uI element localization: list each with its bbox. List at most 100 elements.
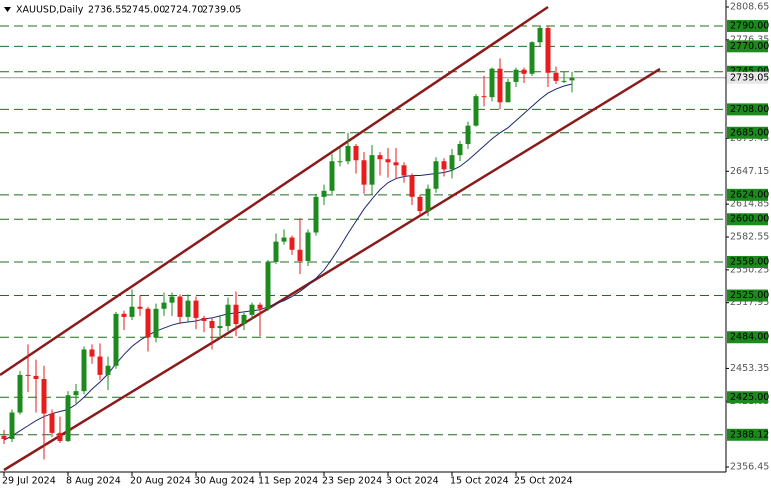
candle-body [281, 237, 287, 242]
level-label: 2708.00 [730, 104, 769, 115]
level-box [727, 103, 768, 116]
candle-body [441, 161, 447, 170]
y-tick-label: 2582.55 [730, 232, 769, 243]
candle-body [209, 320, 215, 329]
candle-body [393, 162, 399, 166]
candle-body [289, 237, 295, 250]
candle-body [505, 81, 511, 103]
candle-body [377, 155, 383, 160]
candle-body [241, 314, 247, 325]
candle-body [385, 159, 391, 163]
candle-body [89, 349, 95, 357]
candle-body [233, 304, 239, 325]
channel-upper [0, 5, 549, 377]
price-box [727, 71, 768, 84]
y-tick-label: 2808.65 [730, 2, 769, 13]
candle-body [537, 28, 543, 43]
candle-body [337, 161, 343, 163]
candle-body [361, 160, 367, 185]
candle-body [201, 317, 207, 321]
candle-body [153, 308, 159, 338]
candle-body [121, 313, 127, 317]
channel [0, 5, 661, 472]
level-box [727, 188, 768, 201]
candle-body [545, 28, 551, 73]
y-tick-label: 2453.35 [730, 363, 769, 374]
candle-body [17, 374, 23, 413]
candle-body [257, 304, 263, 309]
candle-body [561, 80, 567, 82]
y-tick-label: 2776.35 [730, 34, 769, 45]
candle-body [513, 69, 519, 82]
candle-body [217, 326, 223, 329]
candle-body [345, 146, 351, 162]
candle-body [1, 435, 7, 439]
candle-body [457, 143, 463, 156]
candle-body [161, 302, 167, 309]
candle-body [481, 96, 487, 98]
candle-body [65, 395, 71, 442]
header-high: 2745.00 [126, 5, 165, 16]
candle-body [489, 68, 495, 98]
moving-average [3, 83, 573, 441]
y-tick-label: 2550.25 [730, 264, 769, 275]
candle-body [41, 378, 47, 414]
level-label: 2484.00 [730, 332, 769, 343]
level-box [727, 19, 768, 32]
candle-body [177, 296, 183, 317]
menu-arrow[interactable] [4, 7, 11, 12]
level-label: 2790.00 [730, 20, 769, 31]
candle-body [9, 412, 15, 439]
x-tick-label: 29 Jul 2024 [2, 476, 56, 487]
level-box [727, 391, 768, 404]
candle-body [425, 188, 431, 212]
candle-body [305, 232, 311, 261]
candle-body [73, 391, 79, 396]
candle-body [185, 300, 191, 317]
candle-body [49, 413, 55, 433]
candle-body [553, 72, 559, 81]
candle-body [105, 365, 111, 375]
y-tick-label: 2614.85 [730, 199, 769, 210]
level-label: 2525.00 [730, 290, 769, 301]
x-tick-label: 8 Aug 2024 [66, 476, 121, 487]
x-tick-label: 23 Sep 2024 [322, 476, 382, 487]
y-tick-label: 2517.95 [730, 297, 769, 308]
candle-body [329, 161, 335, 191]
level-label: 2388.12 [730, 429, 769, 440]
level-label: 2600.00 [730, 214, 769, 225]
header-close: 2739.05 [202, 5, 241, 16]
candle-body [353, 146, 359, 161]
candle-body [521, 69, 527, 74]
candle-body [465, 125, 471, 144]
candle-body [529, 42, 535, 74]
candle-body [129, 306, 135, 317]
header-low: 2724.70 [164, 5, 203, 16]
candle-body [569, 77, 575, 81]
level-box [727, 126, 768, 139]
y-tick-label: 2647.15 [730, 166, 769, 177]
candle-body [449, 155, 455, 170]
price-label: 2739.05 [730, 72, 769, 83]
candle-body [433, 161, 439, 189]
candle-body [313, 196, 319, 233]
candle-body [409, 175, 415, 197]
candle-body [497, 68, 503, 103]
candle-body [249, 304, 255, 315]
level-box [727, 428, 768, 441]
level-label: 2745.00 [730, 66, 769, 77]
candle-body [145, 308, 151, 338]
level-box [727, 331, 768, 344]
candle-body [401, 165, 407, 176]
candle-body [57, 432, 63, 442]
x-tick-label: 30 Aug 2024 [194, 476, 255, 487]
level-box [727, 213, 768, 226]
y-tick-label: 2356.45 [730, 462, 769, 473]
level-label: 2558.00 [730, 256, 769, 267]
level-box [727, 255, 768, 268]
candle-body [81, 349, 87, 392]
candle-body [97, 356, 103, 375]
